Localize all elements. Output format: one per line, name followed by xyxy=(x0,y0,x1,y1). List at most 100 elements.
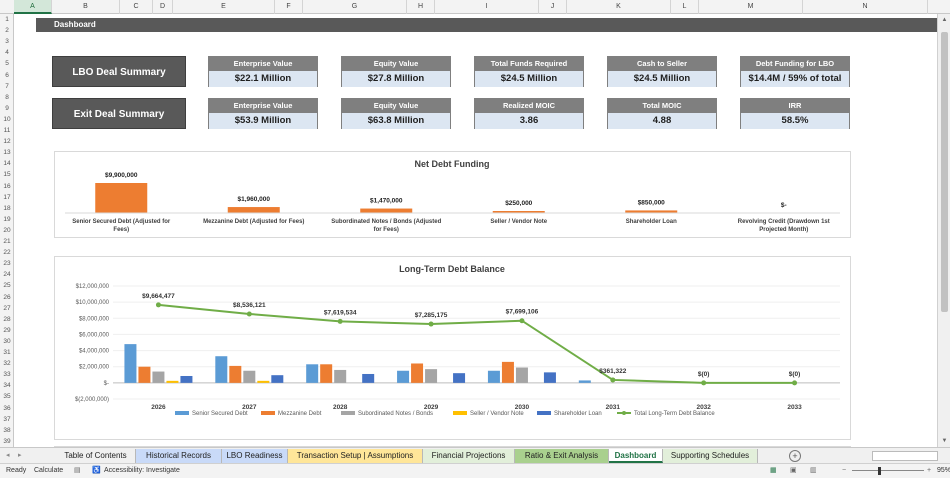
legend-marker xyxy=(622,411,626,415)
row-header-31[interactable]: 31 xyxy=(3,349,11,356)
kpi-label: Equity Value xyxy=(342,57,450,71)
row-header-16[interactable]: 16 xyxy=(3,182,11,190)
column-header-G[interactable]: G xyxy=(303,0,407,14)
line-point xyxy=(337,318,343,324)
kpi-value: $24.5 Million xyxy=(475,71,583,87)
row-header-20[interactable]: 20 xyxy=(3,226,11,234)
row-header-39[interactable]: 39 xyxy=(3,437,11,445)
row-header-15[interactable]: 15 xyxy=(3,171,11,179)
tab-transaction-setup-assumptions[interactable]: Transaction Setup | Assumptions xyxy=(288,449,423,463)
accessibility-icon[interactable]: ♿ xyxy=(92,467,101,474)
row-header-9[interactable]: 9 xyxy=(5,104,9,112)
y-tick-label: $4,000,000 xyxy=(79,349,110,355)
row-header-17[interactable]: 17 xyxy=(3,193,11,201)
exit-deal-summary-button[interactable]: Exit Deal Summary xyxy=(52,98,186,129)
zoom-level[interactable]: 95% xyxy=(937,467,950,474)
net-debt-funding-chart[interactable]: Net Debt Funding $9,900,000 Senior Secured… xyxy=(54,151,851,238)
column-header-E[interactable]: E xyxy=(173,0,275,14)
column-header-F[interactable]: F xyxy=(275,0,303,14)
column-header-A[interactable]: A xyxy=(14,0,52,14)
tab-table-of-contents[interactable]: Table of Contents xyxy=(56,449,136,463)
row-header-11[interactable]: 11 xyxy=(3,127,11,134)
row-header-21[interactable]: 21 xyxy=(3,238,11,245)
scroll-down-icon[interactable]: ▼ xyxy=(941,438,948,444)
tab-financial-projections[interactable]: Financial Projections xyxy=(423,449,515,463)
row-header-19[interactable]: 19 xyxy=(3,215,11,223)
row-header-22[interactable]: 22 xyxy=(3,249,11,257)
horizontal-scrollbar[interactable] xyxy=(872,451,938,461)
add-sheet-icon[interactable]: + xyxy=(789,450,801,462)
sheet-area[interactable]: Dashboard LBO Deal Summary Exit Deal Sum… xyxy=(14,14,937,447)
row-header-35[interactable]: 35 xyxy=(3,393,11,401)
column-header-M[interactable]: M xyxy=(699,0,803,14)
row-header-26[interactable]: 26 xyxy=(3,293,11,301)
net-debt-funding-svg: Net Debt Funding $9,900,000 Senior Secured… xyxy=(65,159,840,233)
status-calculate[interactable]: Calculate xyxy=(34,467,64,474)
row-header-23[interactable]: 23 xyxy=(3,260,11,268)
page-break-icon[interactable]: ▥ xyxy=(810,467,817,474)
row-header-6[interactable]: 6 xyxy=(5,71,9,79)
row-header-29[interactable]: 29 xyxy=(3,326,11,334)
tab-dashboard[interactable]: Dashboard xyxy=(609,449,663,463)
data-label: $9,900,000 xyxy=(105,172,138,179)
row-header-3[interactable]: 3 xyxy=(5,38,9,46)
row-header-1[interactable]: 1 xyxy=(5,16,9,23)
tab-lbo-readiness[interactable]: LBO Readiness xyxy=(222,449,288,463)
row-header-38[interactable]: 38 xyxy=(3,426,11,434)
tab-next-icon[interactable]: ▸ xyxy=(18,452,22,459)
status-accessibility[interactable]: Accessibility: Investigate xyxy=(104,467,180,474)
column-header-C[interactable]: C xyxy=(120,0,153,14)
bar-subordinated-notes-bonds xyxy=(515,367,528,383)
kpi-value: 3.86 xyxy=(475,113,583,129)
row-header-8[interactable]: 8 xyxy=(5,93,9,101)
scroll-up-icon[interactable]: ▲ xyxy=(941,17,948,23)
row-header-10[interactable]: 10 xyxy=(3,115,11,123)
column-header-B[interactable]: B xyxy=(52,0,120,14)
row-header-14[interactable]: 14 xyxy=(3,160,11,168)
zoom-in-icon[interactable]: + xyxy=(927,467,932,474)
page-layout-icon[interactable]: ▣ xyxy=(790,467,797,474)
row-header-36[interactable]: 36 xyxy=(3,404,11,412)
zoom-slider[interactable] xyxy=(852,470,924,471)
kpi-label: IRR xyxy=(741,99,849,113)
row-header-7[interactable]: 7 xyxy=(5,82,9,90)
row-header-18[interactable]: 18 xyxy=(3,204,11,212)
scroll-thumb[interactable] xyxy=(941,32,948,312)
row-header-2[interactable]: 2 xyxy=(5,27,9,35)
row-header-30[interactable]: 30 xyxy=(3,337,11,345)
row-header-37[interactable]: 37 xyxy=(3,415,11,423)
long-term-debt-chart[interactable]: Long-Term Debt Balance $(2,000,000) $- $2,0… xyxy=(54,256,851,440)
column-header-K[interactable]: K xyxy=(567,0,671,14)
row-header-25[interactable]: 25 xyxy=(3,282,11,290)
normal-view-icon[interactable]: ▦ xyxy=(770,467,777,474)
row-header-34[interactable]: 34 xyxy=(3,382,11,390)
bar xyxy=(360,208,413,213)
category-label: for Fees) xyxy=(374,227,399,233)
zoom-slider-thumb[interactable] xyxy=(878,467,881,475)
category-label: Fees) xyxy=(113,227,129,233)
row-header-27[interactable]: 27 xyxy=(3,304,11,312)
column-header-D[interactable]: D xyxy=(153,0,173,14)
data-label: $850,000 xyxy=(638,199,665,206)
macro-record-icon[interactable]: ▤ xyxy=(74,467,81,474)
tab-historical-records[interactable]: Historical Records xyxy=(136,449,222,463)
tab-supporting-schedules[interactable]: Supporting Schedules xyxy=(663,449,758,463)
tab-ratio-exit-analysis[interactable]: Ratio & Exit Analysis xyxy=(515,449,609,463)
column-header-J[interactable]: J xyxy=(539,0,567,14)
row-header-28[interactable]: 28 xyxy=(3,315,11,323)
row-header-24[interactable]: 24 xyxy=(3,271,11,279)
column-header-I[interactable]: I xyxy=(435,0,539,14)
row-header-13[interactable]: 13 xyxy=(3,149,11,157)
row-header-5[interactable]: 5 xyxy=(5,60,9,68)
tab-prev-icon[interactable]: ◂ xyxy=(6,452,10,459)
row-header-4[interactable]: 4 xyxy=(5,49,9,57)
column-header-L[interactable]: L xyxy=(671,0,699,14)
zoom-out-icon[interactable]: − xyxy=(842,467,847,474)
column-header-N[interactable]: N xyxy=(803,0,928,14)
row-header-12[interactable]: 12 xyxy=(3,138,11,146)
vertical-scrollbar[interactable]: ▲ ▼ xyxy=(937,14,950,447)
lbo-deal-summary-button[interactable]: LBO Deal Summary xyxy=(52,56,186,87)
row-header-33[interactable]: 33 xyxy=(3,371,11,379)
row-header-32[interactable]: 32 xyxy=(3,360,11,368)
column-header-H[interactable]: H xyxy=(407,0,435,14)
